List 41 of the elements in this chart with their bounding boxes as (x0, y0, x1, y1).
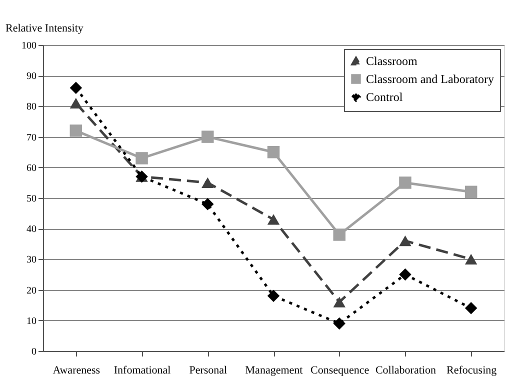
point (333, 228, 346, 241)
y-tick-label: 80 (26, 102, 36, 113)
y-tick-label: 50 (26, 194, 36, 204)
point (202, 130, 214, 143)
y-tick-label: 70 (26, 132, 36, 144)
legend-label: Control (366, 90, 404, 104)
x-tick-label: Management (245, 364, 303, 376)
point (399, 176, 412, 189)
point (399, 268, 412, 281)
y-tick-label: 40 (26, 224, 36, 236)
point (202, 177, 214, 188)
y-tick-label: 30 (26, 254, 36, 266)
point (464, 302, 478, 314)
point (333, 296, 346, 308)
point (464, 186, 478, 198)
point (70, 124, 82, 137)
x-tick-label: Infomational (114, 364, 171, 376)
x-tick-label: Refocusing (446, 364, 498, 376)
point (136, 152, 148, 164)
point (267, 214, 280, 225)
y-tick-label: 100 (22, 40, 36, 52)
y-tick-label: 10 (26, 316, 36, 327)
y-tick-label: 60 (26, 162, 36, 174)
y-axis-title: Relative Intensity (6, 22, 84, 34)
y-tick-label: 0 (32, 346, 36, 358)
point (464, 254, 478, 265)
x-tick-label: Collaboration (375, 364, 436, 376)
point (333, 317, 346, 330)
point (70, 82, 82, 94)
x-tick-label: Awareness (52, 364, 100, 376)
legend-label: Classroom (366, 54, 418, 68)
legend-label: Classroom and Laboratory (366, 72, 494, 86)
x-tick-label: Personal (189, 364, 228, 376)
x-tick-label: Consequence (310, 364, 370, 376)
point (70, 98, 82, 108)
y-tick-label: 90 (26, 71, 36, 82)
point (202, 198, 214, 210)
point (399, 236, 412, 246)
point (267, 290, 280, 302)
point (267, 146, 280, 158)
y-tick-label: 20 (26, 285, 36, 296)
